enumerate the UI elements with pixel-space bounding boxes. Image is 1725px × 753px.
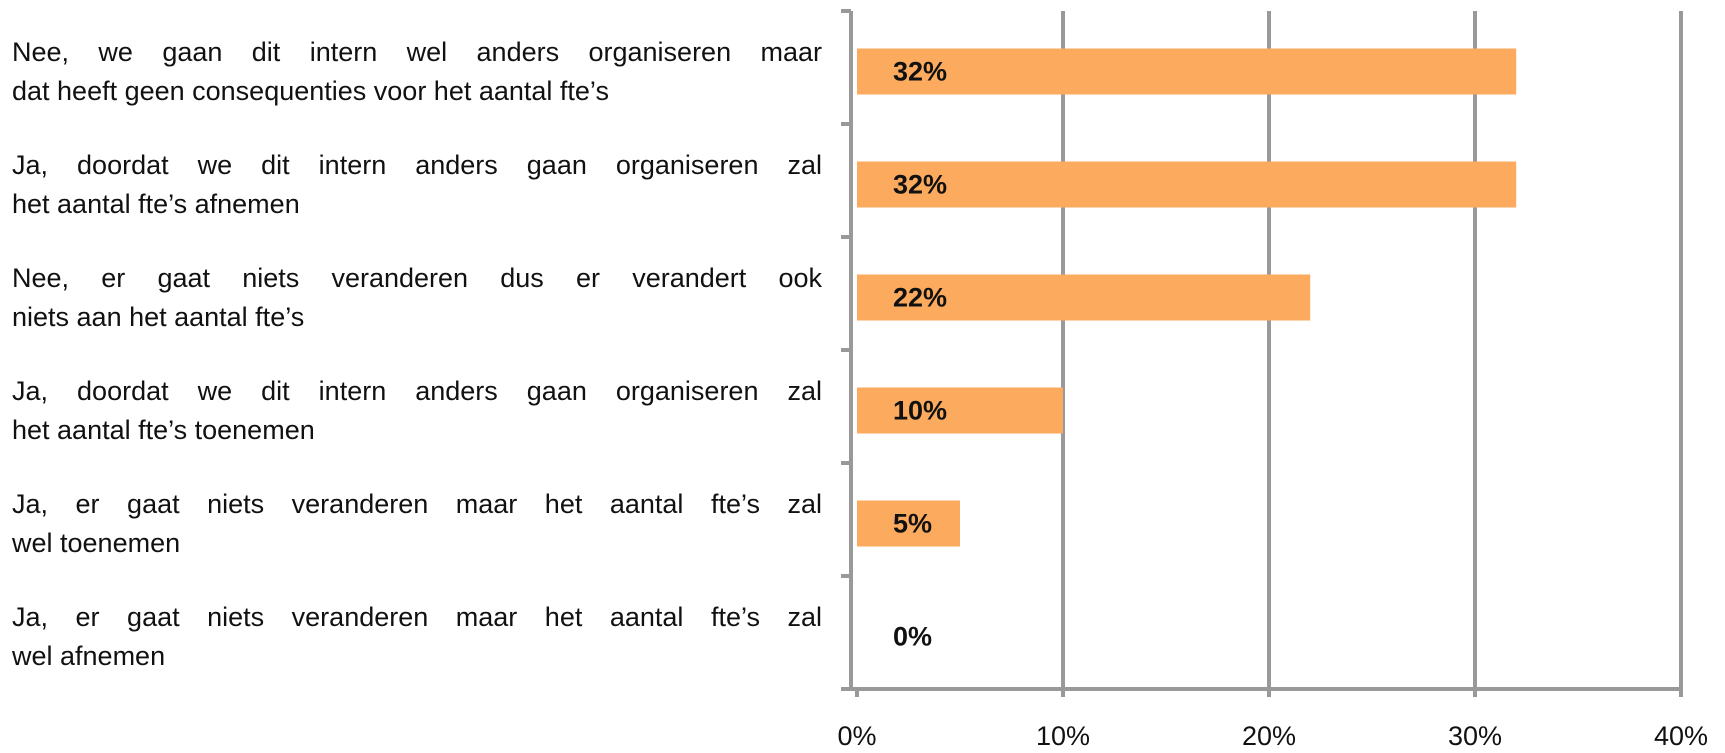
category-label: niets aan het aantal fte’s [12, 301, 305, 332]
bar [857, 500, 960, 547]
category-label: Ja, er gaat niets veranderen maar het aa… [12, 601, 822, 632]
category-label: het aantal fte’s toenemen [12, 414, 315, 445]
data-label: 5% [893, 509, 932, 539]
x-tick-label: 20% [1242, 721, 1296, 751]
data-label: 0% [893, 622, 932, 652]
category-label: Nee, er gaat niets veranderen dus er ver… [12, 262, 822, 293]
category-label: Nee, we gaan dit intern wel anders organ… [12, 36, 822, 67]
bar [857, 48, 1517, 95]
x-tick-label: 40% [1654, 721, 1708, 751]
x-tick-label: 10% [1036, 721, 1090, 751]
bar [857, 274, 1311, 321]
category-label: wel toenemen [12, 527, 181, 558]
category-label: het aantal fte’s afnemen [12, 188, 300, 219]
x-tick-label: 30% [1448, 721, 1502, 751]
x-tick-label: 0% [837, 721, 876, 751]
category-label: Ja, doordat we dit intern anders gaan or… [12, 375, 822, 406]
bar [857, 161, 1517, 208]
data-label: 22% [893, 283, 947, 313]
category-label: dat heeft geen consequenties voor het aa… [12, 75, 609, 106]
data-label: 32% [893, 57, 947, 87]
data-label: 10% [893, 396, 947, 426]
bar [857, 387, 1063, 434]
data-label: 32% [893, 170, 947, 200]
category-label: Ja, er gaat niets veranderen maar het aa… [12, 488, 822, 519]
category-label: wel afnemen [12, 640, 166, 671]
category-label: Ja, doordat we dit intern anders gaan or… [12, 149, 822, 180]
